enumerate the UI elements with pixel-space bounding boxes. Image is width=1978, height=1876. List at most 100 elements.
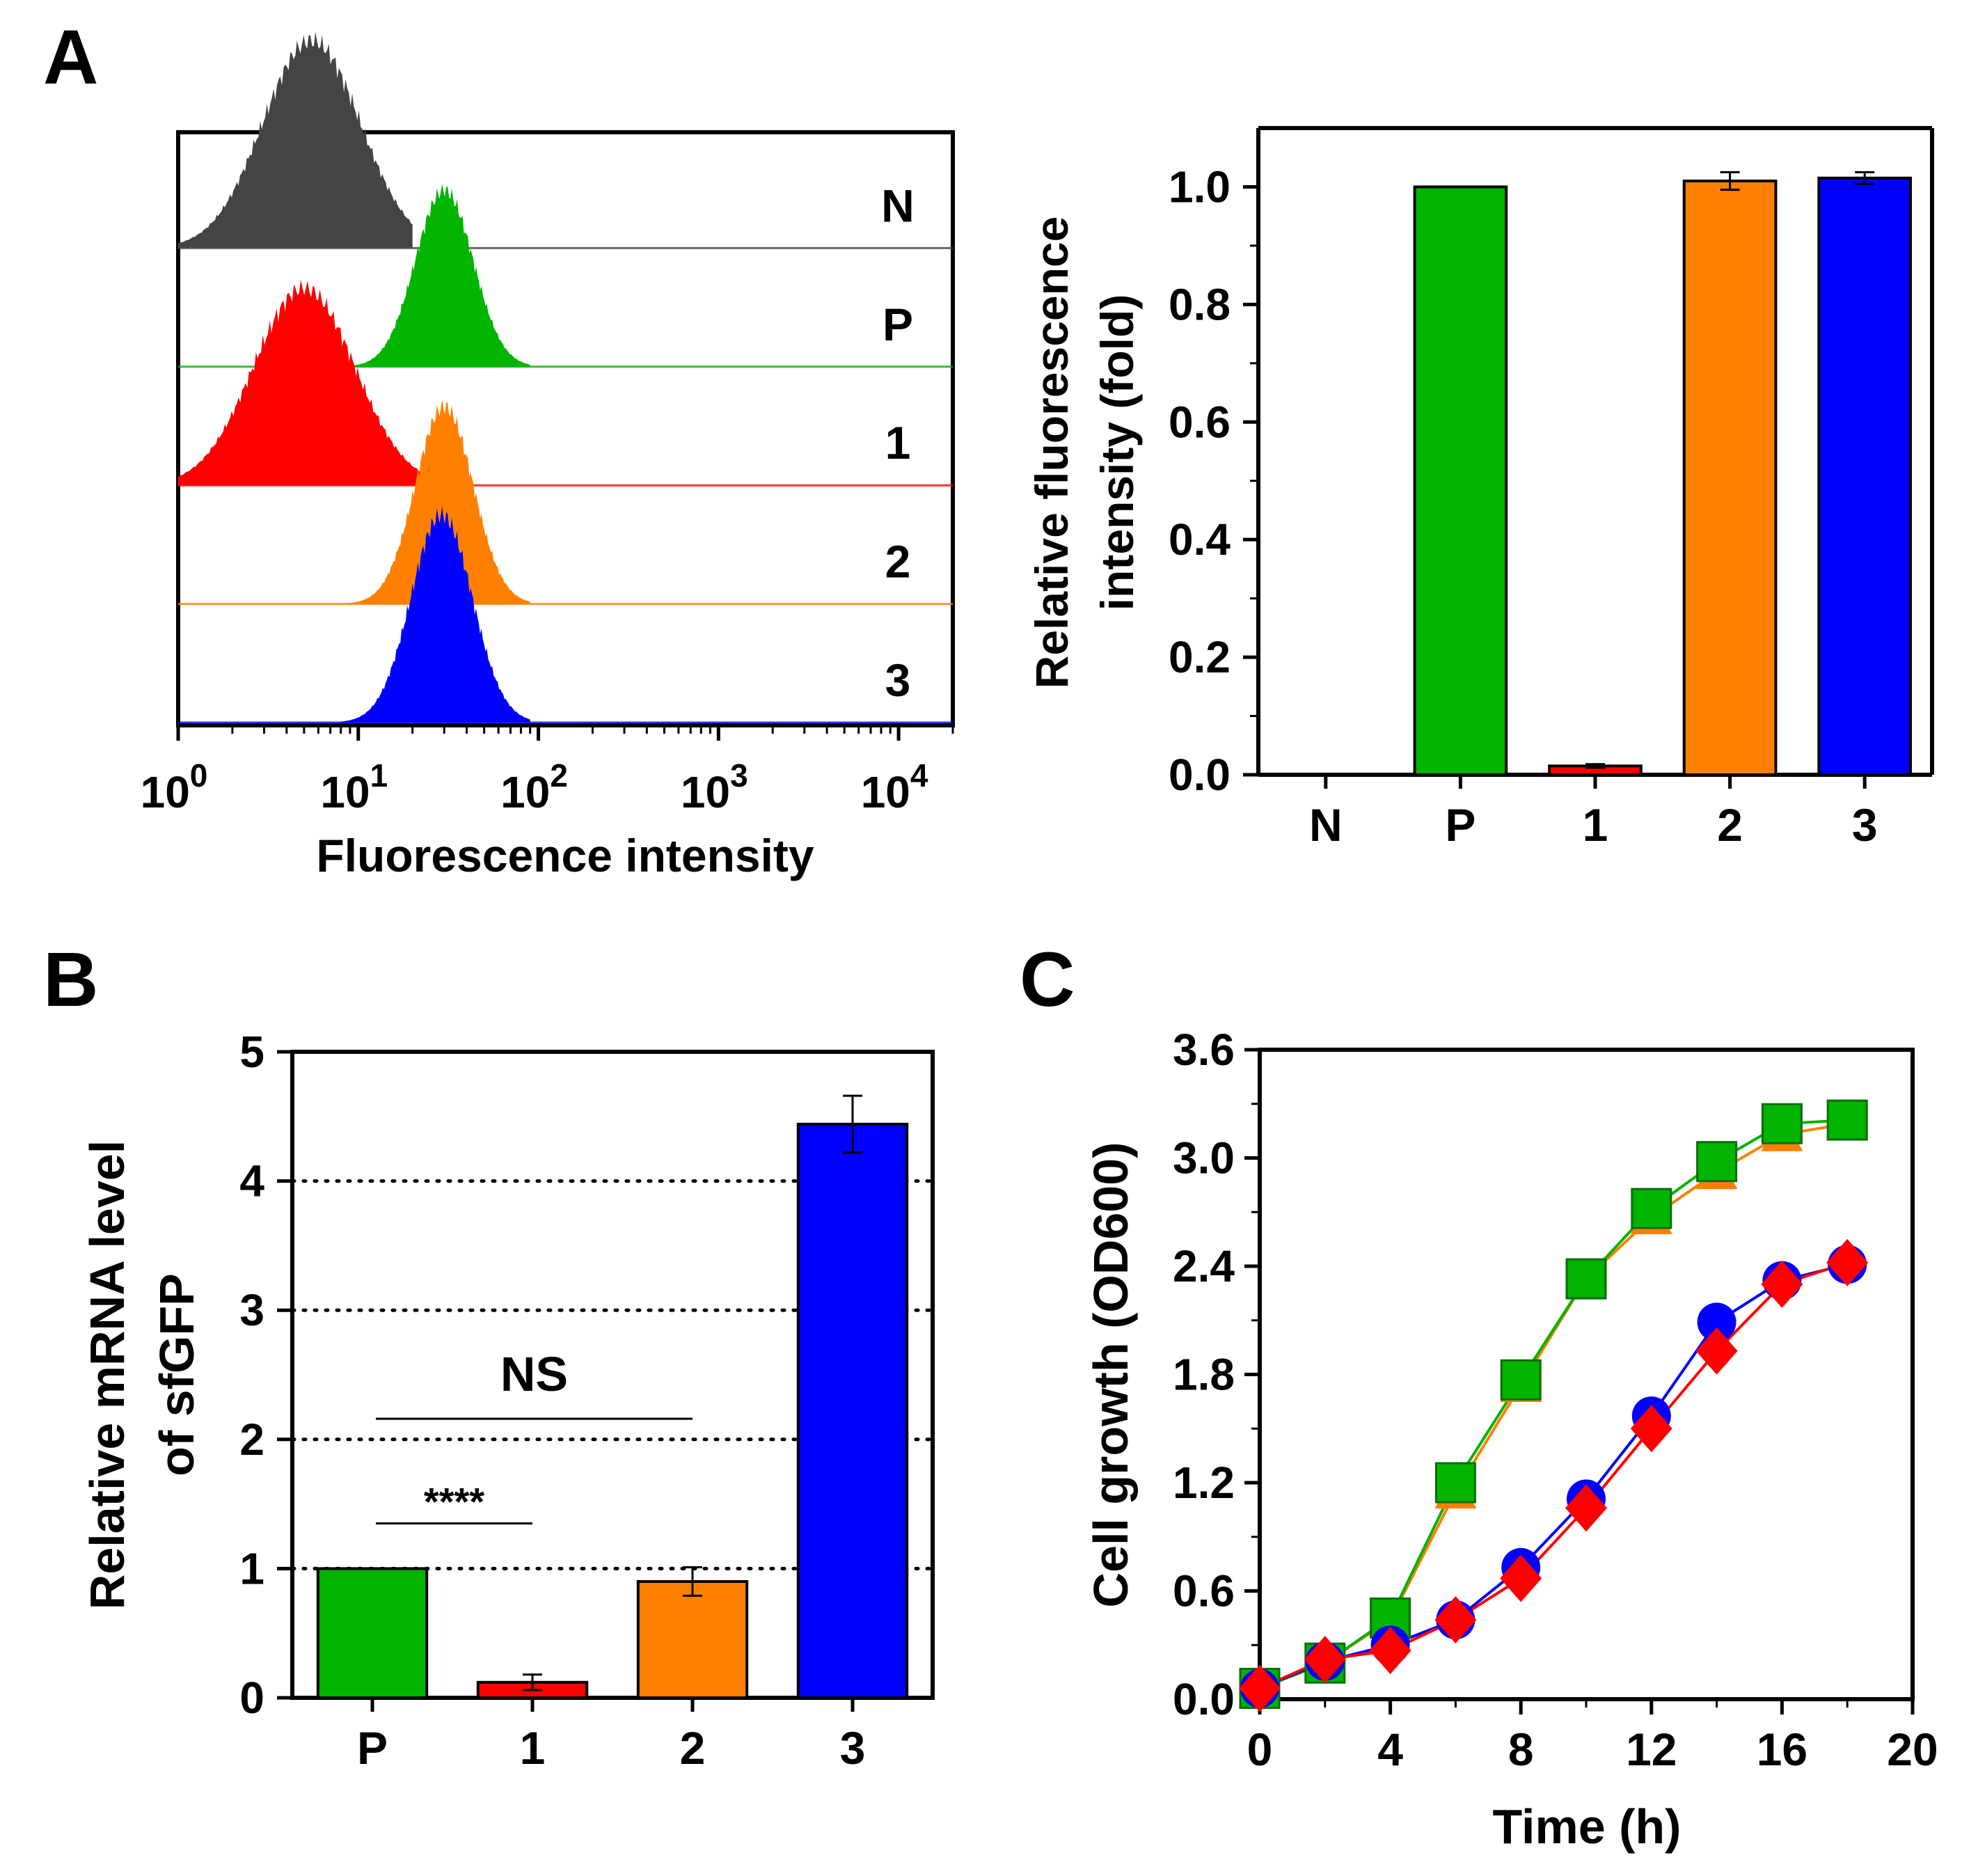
- growth-x-tick-label: 8: [1508, 1724, 1534, 1775]
- mrna-y-axis-title-line2: of sfGFP: [150, 1273, 204, 1476]
- growth-y-tick-label: 0.0: [1173, 1674, 1235, 1724]
- histogram-row-label-1: 1: [885, 417, 911, 468]
- mrna-y-tick-label: 0: [239, 1673, 264, 1723]
- growth-x-tick-label: 0: [1247, 1724, 1273, 1775]
- histogram-row-label-N: N: [881, 180, 915, 231]
- histogram-area-N: [178, 31, 413, 249]
- growth-y-tick-label: 3.6: [1173, 1025, 1235, 1075]
- fluorescence-y-tick-label: 0.2: [1169, 632, 1231, 682]
- fluorescence-bar-panel: N P 1 2 3 0.0 0.2 0.4 0.6 0.8 1.0 Relative fluores…: [1026, 126, 1934, 851]
- growth-line-red-diamond: [1259, 1261, 1848, 1690]
- fluorescence-y-axis-title-line2: intensity (fold): [1091, 294, 1143, 611]
- histogram-x-tick-label: 103: [681, 757, 748, 817]
- growth-point-red-diamond: [1239, 1664, 1281, 1712]
- mrna-bars: [316, 1094, 909, 1700]
- growth-x-tick-label: 12: [1626, 1724, 1677, 1775]
- growth-point-red-diamond: [1761, 1260, 1803, 1308]
- mrna-bar-3: [796, 1122, 909, 1700]
- histogram-area-3: [340, 507, 530, 723]
- mrna-y-tick-label: 5: [239, 1027, 264, 1077]
- mrna-ticks: P 1 2 3 0 1 2 3 4 5: [239, 1027, 865, 1774]
- mrna-x-tick-label-2: 2: [680, 1722, 706, 1774]
- histogram-x-ticks: 100 101 102 103 104: [141, 725, 954, 817]
- growth-point-red-diamond: [1630, 1405, 1672, 1453]
- growth-line-green-square: [1259, 1119, 1848, 1690]
- panel-letter-c: C: [1020, 937, 1075, 1023]
- growth-y-tick-label: 2.4: [1173, 1241, 1235, 1291]
- histogram-panel: N P 1 2 3 100 101 102 103 104 Fluorescence inten…: [141, 31, 955, 881]
- histogram-x-tick-label: 101: [320, 757, 388, 817]
- growth-point-red-diamond: [1565, 1484, 1607, 1532]
- growth-point-green-square: [1761, 1103, 1803, 1144]
- mrna-y-axis-title-line1: Relative mRNA level: [80, 1140, 134, 1609]
- growth-point-red-diamond: [1695, 1327, 1738, 1375]
- growth-y-tick-label: 3.0: [1173, 1133, 1235, 1183]
- histogram-row-label-2: 2: [885, 536, 911, 588]
- fluorescence-x-tick-label-P: P: [1445, 799, 1475, 851]
- mrna-x-tick-label-P: P: [357, 1722, 388, 1774]
- histogram-row-label-3: 3: [885, 654, 911, 706]
- growth-ticks: 0 4 8 12 16 20 0.0 0.6 1.2 1.8 2.4 3.0 3.6: [1173, 1025, 1938, 1775]
- fluorescence-bar-2: [1682, 180, 1778, 776]
- growth-line-orange-triangle: [1259, 1122, 1848, 1690]
- growth-x-axis-title: Time (h): [1493, 1799, 1682, 1854]
- mrna-y-tick-label: 3: [239, 1285, 264, 1335]
- mrna-frame: [290, 1050, 935, 1700]
- fluorescence-bars: [1413, 171, 1913, 777]
- growth-line-panel: 0 4 8 12 16 200.00.61.21.82.43.03.6 Time (h) …: [1084, 1025, 1938, 1854]
- growth-y-axis-title: Cell growth (OD600): [1084, 1142, 1138, 1608]
- fluorescence-y-tick-label: 0.8: [1169, 279, 1231, 329]
- mrna-x-tick-label-3: 3: [840, 1722, 866, 1774]
- growth-point-red-diamond: [1500, 1554, 1542, 1602]
- fluorescence-bar-P: [1413, 185, 1508, 777]
- growth-point-green-square: [1696, 1141, 1738, 1183]
- histogram-area-1: [178, 280, 420, 486]
- growth-point-red-diamond: [1304, 1635, 1346, 1683]
- growth-y-tick-label: 0.6: [1173, 1566, 1235, 1616]
- fluorescence-y-tick-label: 0.4: [1169, 514, 1231, 565]
- mrna-significance: **** NS: [376, 1347, 693, 1524]
- fluorescence-x-tick-label-N: N: [1309, 799, 1343, 851]
- histogram-area-P: [340, 184, 530, 367]
- growth-x-tick-label: 16: [1757, 1724, 1807, 1775]
- fluorescence-x-tick-label-2: 2: [1717, 799, 1743, 851]
- fluorescence-y-axis-title-line1: Relative fluorescence: [1026, 216, 1077, 689]
- panel-letter-b: B: [43, 937, 98, 1023]
- growth-frame: [1258, 1048, 1915, 1701]
- growth-point-green-square: [1826, 1099, 1868, 1141]
- histogram-x-tick-label: 102: [500, 757, 568, 817]
- fluorescence-x-tick-label-3: 3: [1852, 799, 1878, 851]
- significance-label-2: NS: [500, 1347, 568, 1401]
- growth-y-tick-label: 1.2: [1173, 1458, 1235, 1508]
- growth-point-green-square: [1500, 1359, 1542, 1401]
- mrna-bar-2: [636, 1579, 749, 1699]
- histogram-frame: [176, 130, 955, 727]
- fluorescence-x-tick-label-1: 1: [1583, 799, 1608, 851]
- panel-letter-a: A: [43, 15, 98, 100]
- histogram-area-2: [340, 399, 530, 604]
- growth-point-green-square: [1434, 1462, 1476, 1504]
- histogram-row-label-P: P: [883, 299, 913, 350]
- mrna-bar-P: [316, 1567, 429, 1699]
- mrna-x-tick-label-1: 1: [520, 1722, 546, 1774]
- growth-y-tick-label: 1.8: [1173, 1350, 1235, 1400]
- growth-point-red-diamond: [1826, 1238, 1869, 1286]
- growth-point-blue-circle: [1697, 1302, 1736, 1342]
- histogram-x-tick-label: 100: [141, 757, 208, 817]
- mrna-bar-panel: P 1 2 3 0 1 2 3 4 5 **** NS Relative mRNA level of…: [80, 1027, 935, 1774]
- growth-point-green-square: [1631, 1188, 1672, 1229]
- fluorescence-ticks: N P 1 2 3 0.0 0.2 0.4 0.6 0.8 1.0: [1169, 161, 1878, 851]
- growth-point-red-diamond: [1434, 1595, 1477, 1644]
- mrna-y-tick-label: 2: [239, 1414, 264, 1465]
- fluorescence-y-tick-label: 1.0: [1169, 161, 1231, 212]
- growth-point-green-square: [1565, 1258, 1607, 1300]
- fluorescence-bar-3: [1817, 176, 1913, 776]
- histogram-x-axis-title: Fluorescence intensity: [316, 830, 814, 881]
- histogram-x-tick-label: 104: [861, 757, 928, 817]
- growth-x-tick-label: 4: [1377, 1724, 1403, 1775]
- mrna-y-tick-label: 1: [239, 1543, 264, 1593]
- fluorescence-y-tick-label: 0.6: [1169, 397, 1231, 447]
- fluorescence-y-tick-label: 0.0: [1169, 750, 1231, 800]
- growth-line-blue-circle: [1259, 1263, 1848, 1690]
